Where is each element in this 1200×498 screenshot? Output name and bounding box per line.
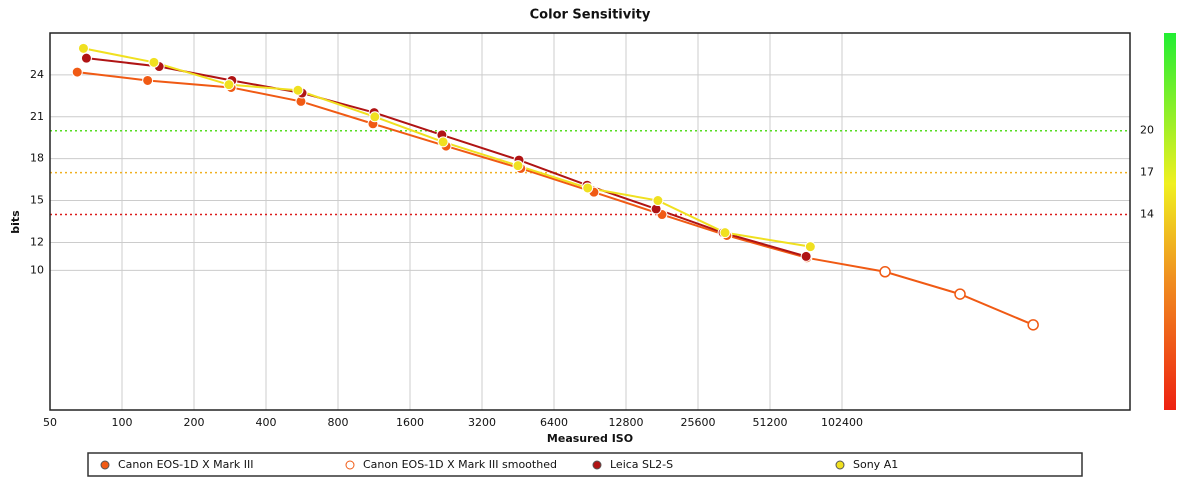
data-point <box>582 182 594 194</box>
data-point <box>954 288 966 300</box>
plot-frame <box>49 32 1131 411</box>
plot <box>71 42 1039 331</box>
legend-box <box>87 452 1083 477</box>
data-point <box>437 136 449 148</box>
y-tick-label: 15 <box>30 194 44 207</box>
chart-title: Color Sensitivity <box>530 8 651 23</box>
legend-label: Leica SL2-S <box>610 458 673 471</box>
data-point <box>223 79 235 91</box>
data-point <box>652 195 664 207</box>
x-axis-label: Measured ISO <box>547 432 633 445</box>
data-point <box>719 227 731 239</box>
data-point <box>800 250 812 262</box>
legend-marker <box>100 460 110 470</box>
x-tick-label: 1600 <box>396 416 424 429</box>
legend-marker <box>592 460 602 470</box>
data-point <box>148 56 160 68</box>
legend-label: Canon EOS-1D X Mark III <box>118 458 254 471</box>
y-axis-label: bits <box>9 210 22 234</box>
x-tick-label: 50 <box>43 416 57 429</box>
y-tick-label: 24 <box>30 68 44 81</box>
data-point <box>142 74 154 86</box>
x-tick-label: 12800 <box>609 416 644 429</box>
data-point <box>71 66 83 78</box>
data-point <box>804 241 816 253</box>
y-tick-label: 21 <box>30 110 44 123</box>
y-tick-label: 12 <box>30 235 44 248</box>
threshold-label: 20 <box>1140 124 1154 137</box>
legend-label: Canon EOS-1D X Mark III smoothed <box>363 458 557 471</box>
threshold-label: 17 <box>1140 166 1154 179</box>
legend-label: Sony A1 <box>853 458 898 471</box>
x-tick-label: 100 <box>112 416 133 429</box>
threshold-label: 14 <box>1140 208 1154 221</box>
x-tick-label: 200 <box>184 416 205 429</box>
x-tick-label: 800 <box>328 416 349 429</box>
data-point <box>879 266 891 278</box>
grid <box>49 33 1130 410</box>
y-tick-label: 10 <box>30 263 44 276</box>
data-point <box>1027 319 1039 331</box>
series-line <box>77 71 808 259</box>
data-point <box>80 52 92 64</box>
legend-marker <box>835 460 845 470</box>
data-point <box>512 160 524 172</box>
y-tick-label: 18 <box>30 152 44 165</box>
color-scale <box>1164 33 1176 410</box>
data-point <box>369 111 381 123</box>
x-tick-label: 51200 <box>753 416 788 429</box>
x-tick-label: 102400 <box>821 416 863 429</box>
x-tick-label: 400 <box>256 416 277 429</box>
data-point <box>77 42 89 54</box>
series-connector <box>806 256 886 273</box>
data-point <box>292 84 304 96</box>
x-tick-label: 3200 <box>468 416 496 429</box>
x-tick-label: 25600 <box>681 416 716 429</box>
legend-marker <box>345 460 355 470</box>
x-tick-label: 6400 <box>540 416 568 429</box>
